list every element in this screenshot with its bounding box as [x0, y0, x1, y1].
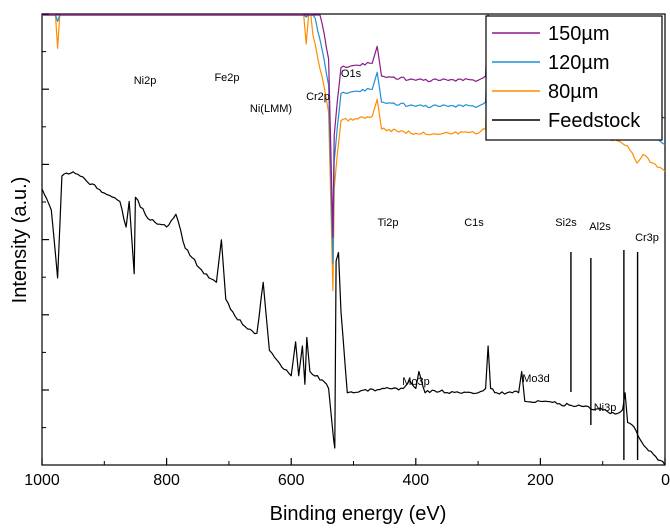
annotation-ni2p: Ni2p: [134, 75, 157, 87]
x-tick-label: 800: [153, 472, 180, 489]
x-tick-label: 600: [278, 472, 305, 489]
annotation-ti2p: Ti2p: [378, 217, 399, 229]
annotation-mo3p: Mo3p: [402, 376, 430, 388]
x-axis-title: Binding energy (eV): [270, 503, 447, 525]
annotation-fe2p: Fe2p: [214, 72, 239, 84]
annotation-mo3d: Mo3d: [522, 373, 550, 385]
legend-label-80-m: 80µm: [548, 81, 598, 103]
annotation-ni3p: Ni3p: [594, 402, 617, 414]
annotation-o1s: O1s: [341, 68, 362, 80]
x-tick-label: 1000: [24, 472, 60, 489]
y-axis-ticks: [42, 13, 49, 429]
annotation-si2s: Si2s: [555, 217, 577, 229]
annotation-c1s: C1s: [464, 217, 484, 229]
y-axis-title: Intensity (a.u.): [9, 177, 31, 304]
legend-label-feedstock: Feedstock: [548, 110, 641, 132]
legend: 150µm 120µm 80µm Feedstock: [485, 15, 663, 141]
annotation-cr3p: Cr3p: [635, 232, 659, 244]
peak-annotations: Ni2p Fe2p Ni(LMM) Cr2p O1s Ti2p C1s Si2s Al2s Cr3…: [134, 68, 659, 414]
x-tick-label: 400: [402, 472, 429, 489]
peak-marker-lines: [570, 250, 639, 460]
legend-label-150-m: 150µm: [548, 23, 610, 45]
annotation-ni-lmm: Ni(LMM): [250, 103, 292, 115]
series-line-feedstock: [41, 171, 666, 466]
x-axis-ticks: 1000 800 600 400 200 0: [24, 458, 670, 489]
x-tick-label: 0: [661, 472, 670, 489]
x-tick-label: 200: [527, 472, 554, 489]
annotation-al2s: Al2s: [589, 221, 611, 233]
legend-label-120-m: 120µm: [548, 52, 610, 74]
annotation-cr2p: Cr2p: [306, 91, 330, 103]
